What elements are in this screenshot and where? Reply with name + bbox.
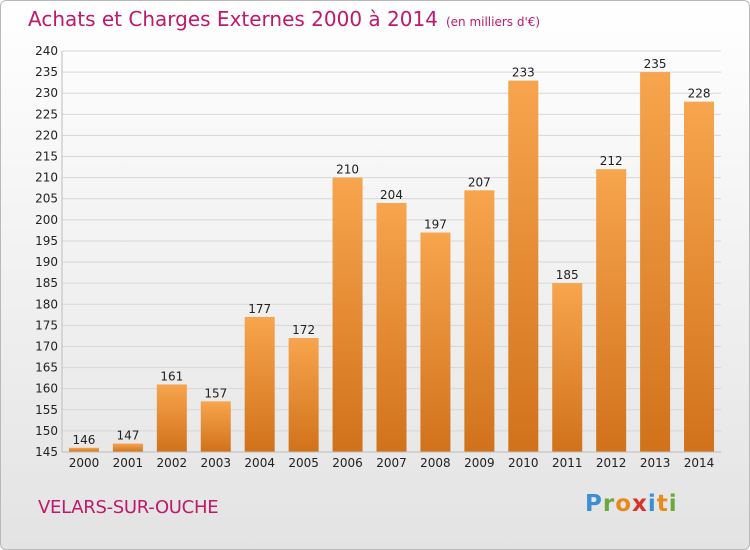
y-tick-label: 175 — [35, 318, 58, 332]
x-tick-label: 2014 — [684, 456, 715, 470]
data-label: 235 — [644, 57, 667, 71]
x-tick-label: 2001 — [113, 456, 144, 470]
y-tick-label: 225 — [35, 107, 58, 121]
x-tick-label: 2000 — [69, 456, 100, 470]
y-tick-label: 205 — [35, 192, 58, 206]
bar-2012 — [596, 169, 627, 453]
data-label: 172 — [292, 323, 315, 337]
x-tick-label: 2008 — [420, 456, 451, 470]
data-label: 146 — [73, 433, 96, 447]
y-tick-label: 200 — [35, 213, 58, 227]
data-label: 204 — [380, 188, 403, 202]
x-axis: 2000 2001 2002 2003 2004 2005 2006 2007 2008 2009… — [62, 451, 721, 470]
y-tick-label: 195 — [35, 234, 58, 248]
y-tick-label: 155 — [35, 403, 58, 417]
data-label: 161 — [160, 369, 183, 383]
y-tick-label: 210 — [35, 171, 58, 185]
x-tick-label: 2012 — [596, 456, 627, 470]
logo-letter: i — [668, 491, 678, 517]
data-label: 210 — [336, 163, 359, 177]
bar-2008 — [420, 232, 451, 452]
logo-letter: r — [602, 491, 616, 517]
x-tick-label: 2010 — [508, 456, 539, 470]
y-tick-label: 180 — [35, 297, 58, 311]
x-tick-label: 2009 — [464, 456, 495, 470]
data-label: 212 — [600, 154, 623, 168]
bar-2009 — [464, 190, 495, 452]
x-tick-label: 2002 — [157, 456, 188, 470]
data-label: 157 — [204, 386, 227, 400]
bar-2006 — [332, 177, 363, 452]
bar-2010 — [508, 80, 539, 453]
y-tick-label: 185 — [35, 276, 58, 290]
x-tick-label: 2004 — [244, 456, 275, 470]
bar-2004 — [244, 316, 275, 452]
x-tick-label: 2011 — [552, 456, 583, 470]
data-label: 233 — [512, 66, 535, 80]
x-tick-label: 2006 — [332, 456, 363, 470]
bar-2007 — [376, 202, 407, 452]
y-tick-label: 230 — [35, 86, 58, 100]
logo-letter: P — [585, 491, 603, 517]
logo-letter: t — [656, 491, 669, 517]
proxiti-logo: Proxiti — [585, 491, 678, 517]
y-tick-label: 160 — [35, 382, 58, 396]
chart-title: Achats et Charges Externes 2000 à 2014 (e… — [28, 7, 540, 31]
x-tick-label: 2013 — [640, 456, 671, 470]
y-tick-label: 190 — [35, 255, 58, 269]
y-tick-label: 240 — [35, 44, 58, 58]
y-tick-label: 150 — [35, 424, 58, 438]
bar-2013 — [640, 72, 671, 453]
bar-2002 — [156, 384, 187, 452]
y-tick-label: 235 — [35, 65, 58, 79]
bar-2005 — [288, 338, 319, 452]
data-label: 147 — [116, 429, 139, 443]
bar-2001 — [112, 443, 143, 452]
bar-2011 — [552, 283, 583, 452]
x-tick-label: 2005 — [288, 456, 319, 470]
y-tick-label: 215 — [35, 150, 58, 164]
data-label: 185 — [556, 268, 579, 282]
data-label: 228 — [688, 87, 711, 101]
y-tick-label: 165 — [35, 361, 58, 375]
logo-letter: o — [615, 491, 633, 517]
y-tick-label: 220 — [35, 128, 58, 142]
y-tick-label: 145 — [35, 445, 58, 459]
commune-name: VELARS-SUR-OUCHE — [38, 497, 219, 518]
y-tick-label: 170 — [35, 339, 58, 353]
x-tick-label: 2003 — [200, 456, 231, 470]
data-label: 177 — [248, 302, 271, 316]
bar-2014 — [684, 101, 715, 452]
y-axis: 145 150 155 160 165 170 175 180 185 190 195 200 205 2… — [35, 44, 63, 459]
data-label: 197 — [424, 218, 447, 232]
bars: 146 147 161 157 177 172 210 204 197 207 233 185 212 2… — [68, 57, 715, 453]
logo-letter: i — [647, 491, 657, 517]
bar-2003 — [200, 401, 231, 452]
logo-letter: x — [632, 491, 648, 517]
chart-title-text: Achats et Charges Externes 2000 à 2014 — [28, 7, 438, 31]
bar-2000 — [68, 447, 99, 452]
data-label: 207 — [468, 175, 491, 189]
x-tick-label: 2007 — [376, 456, 407, 470]
chart-unit: (en milliers d'€) — [445, 15, 541, 29]
